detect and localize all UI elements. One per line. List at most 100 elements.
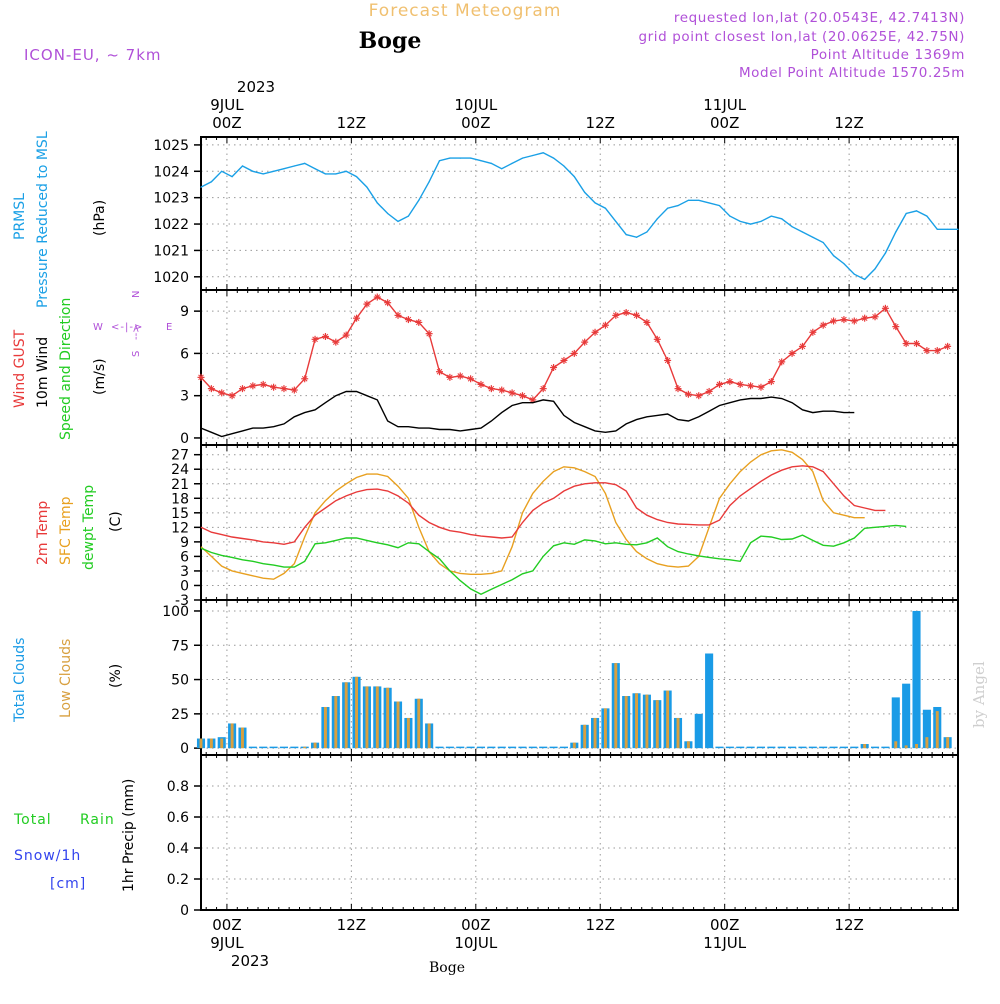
total-cloud-bar: [259, 746, 268, 749]
total-cloud-bar: [725, 746, 734, 749]
dewpoint-line: [200, 524, 907, 595]
pressure-point: [387, 212, 389, 215]
pressure-point: [884, 252, 887, 254]
low-cloud-bar: [645, 694, 649, 749]
low-cloud-bar: [209, 738, 213, 749]
gust-marker: [861, 314, 869, 322]
y-tick-label: 50: [171, 673, 189, 689]
gust-marker-d2: [239, 385, 246, 392]
gust-marker-d2: [727, 378, 733, 385]
low-cloud-bar: [323, 706, 327, 749]
low-cloud-bar: [915, 744, 918, 749]
chart-title: Forecast Meteogram: [369, 1, 562, 21]
low-cloud-bar: [572, 742, 576, 749]
gust-marker: [384, 299, 392, 307]
pressure-point: [615, 220, 617, 223]
gust-marker: [353, 314, 361, 322]
gust-marker-d2: [457, 373, 464, 379]
pressure-point: [490, 162, 492, 164]
y-tick-label: 0.6: [167, 810, 189, 826]
gust-marker-d2: [913, 340, 920, 347]
pressure-point: [843, 263, 845, 265]
gust-marker-d2: [664, 357, 671, 364]
gust-marker-d2: [851, 318, 858, 324]
total-cloud-bar: [819, 746, 828, 749]
gust-marker: [664, 356, 672, 364]
gust-marker-d2: [810, 329, 816, 336]
gust-marker: [207, 385, 215, 393]
pressure-point: [283, 168, 285, 170]
low-cloud-bar: [583, 724, 587, 749]
model-altitude: Model Point Altitude 1570.25m: [739, 65, 965, 81]
low-cloud-bar: [241, 727, 244, 749]
y-tick-label: 15: [171, 506, 189, 522]
gust-marker-d2: [695, 392, 702, 399]
gust-marker-d2: [550, 364, 557, 371]
wind-panel-labels: Wind GUST 10m Wind Speed and Direction (…: [12, 291, 172, 440]
gust-marker-d2: [498, 387, 505, 393]
gust-marker-d2: [602, 322, 609, 329]
gust-marker-d2: [768, 378, 775, 385]
pressure-point: [729, 215, 731, 217]
low-cloud-label: Low Clouds: [58, 639, 74, 718]
pressure-point: [376, 202, 378, 204]
gust-marker: [736, 380, 744, 388]
gust-marker-d2: [830, 318, 837, 324]
gust-marker: [301, 375, 309, 383]
gust-marker: [819, 321, 827, 329]
bottom-time-axis: 00Z 12Z 00Z 12Z 00Z 12Z 9JUL 10JUL 11JUL: [210, 916, 864, 952]
gust-marker: [373, 293, 381, 301]
gust-marker: [259, 380, 267, 388]
gust-marker: [695, 392, 703, 400]
gust-marker: [467, 375, 475, 383]
pressure-point: [210, 181, 212, 183]
gust-marker: [197, 373, 205, 381]
gust-marker-d2: [654, 336, 661, 343]
total-cloud-bar: [248, 746, 257, 749]
total-cloud-bar: [705, 653, 714, 749]
y-tick-label: 0.4: [167, 841, 189, 857]
gust-marker: [767, 378, 775, 386]
gust-marker: [923, 347, 931, 355]
gust-marker: [498, 386, 506, 394]
compass-e: E: [166, 322, 172, 333]
pressure-unit: (hPa): [92, 200, 108, 236]
total-cloud-bar: [912, 610, 921, 749]
gust-marker-d2: [467, 375, 474, 382]
pressure-point: [552, 157, 555, 159]
y-tick-label: 6: [180, 346, 189, 362]
total-cloud-bar: [788, 746, 797, 749]
y-tick-label: 100: [162, 604, 189, 620]
pressure-point: [791, 226, 793, 228]
top-hour-label: 12Z: [337, 114, 366, 132]
bottom-date-label: 11JUL: [703, 934, 746, 952]
pressure-point: [853, 273, 855, 275]
low-cloud-bar: [614, 663, 618, 749]
gust-marker-d2: [924, 347, 930, 354]
pressure-point: [905, 212, 907, 215]
compass-n: N: [131, 291, 142, 298]
gust-marker-d2: [944, 343, 951, 350]
low-cloud-bar: [946, 737, 950, 749]
compass-ew: <-|->: [111, 322, 143, 333]
pressure-point: [594, 202, 596, 204]
gust-marker-d2: [758, 384, 764, 391]
gust-marker: [487, 385, 495, 393]
low-cloud-bar: [935, 711, 939, 749]
gust-marker: [591, 328, 599, 336]
gust-marker: [332, 338, 340, 346]
total-cloud-bar: [746, 746, 755, 749]
total-cloud-bar: [559, 746, 568, 749]
low-cloud-bar: [406, 717, 410, 749]
pressure-point: [314, 168, 316, 170]
top-date-label: 10JUL: [454, 96, 497, 114]
pressure-line: [200, 152, 958, 281]
gust-marker: [726, 378, 734, 386]
credit-label: by Angel: [970, 661, 988, 728]
gust-marker-d2: [747, 383, 754, 389]
gust-marker: [601, 321, 609, 329]
cloud-unit: (%): [108, 664, 124, 688]
temp-unit: (C): [108, 511, 124, 532]
